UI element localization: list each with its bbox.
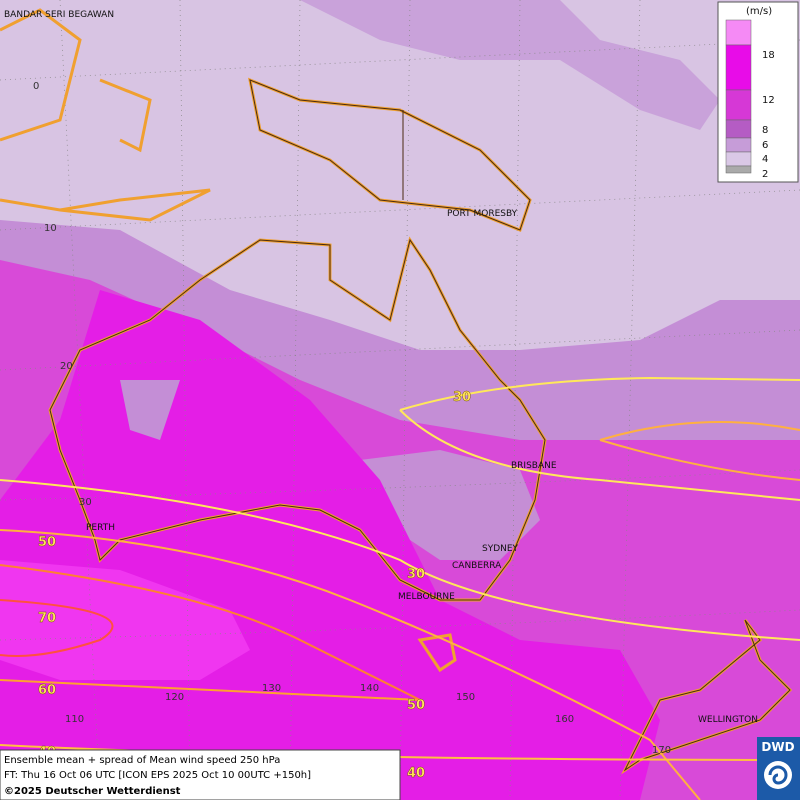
city-label: PORT MORESBY xyxy=(447,209,518,219)
grid-label: 10 xyxy=(44,223,57,234)
grid-label: 140 xyxy=(360,683,379,694)
legend-label: 6 xyxy=(762,140,768,151)
legend-label: 4 xyxy=(762,154,768,165)
contour-label: 70 xyxy=(38,611,56,626)
legend-label: 12 xyxy=(762,95,775,106)
legend-swatch xyxy=(725,151,752,167)
legend-swatch xyxy=(725,165,752,174)
legend-swatch xyxy=(725,119,752,139)
grid-label: 130 xyxy=(262,683,281,694)
contour-label: 50 xyxy=(407,698,425,713)
field-region xyxy=(120,380,180,440)
grid-label: 160 xyxy=(555,714,574,725)
logo-text: DWD xyxy=(761,740,794,754)
footer-box xyxy=(0,749,401,800)
legend-swatch xyxy=(725,19,752,46)
legend-swatch xyxy=(725,89,752,121)
legend-swatch xyxy=(725,137,752,153)
grid-label: 0 xyxy=(33,81,39,92)
logo-swirl xyxy=(768,765,788,785)
city-label: SYDNEY xyxy=(482,544,519,554)
footer-line: FT: Thu 16 Oct 06 UTC [ICON EPS 2025 Oct… xyxy=(4,770,311,781)
grid-label: 150 xyxy=(456,692,475,703)
legend-label: 2 xyxy=(762,169,768,180)
grid-label: 30 xyxy=(79,497,92,508)
contour-label: 30 xyxy=(407,567,425,582)
legend: (m/s) 18 12 8 6 4 2 xyxy=(717,1,799,183)
footer-copyright: ©2025 Deutscher Wetterdienst xyxy=(4,786,181,797)
contour-label: 60 xyxy=(38,683,56,698)
grid-label: 170 xyxy=(652,745,671,756)
city-label: BANDAR SERI BEGAWAN xyxy=(4,10,114,20)
legend-swatch xyxy=(725,44,752,91)
legend-label: 8 xyxy=(762,125,768,136)
legend-label: 18 xyxy=(762,50,775,61)
contour-label: 50 xyxy=(38,535,56,550)
grid-label: 20 xyxy=(60,361,73,372)
legend-unit: (m/s) xyxy=(746,6,772,17)
city-label: BRISBANE xyxy=(511,461,557,471)
logo: DWD xyxy=(757,737,800,800)
city-label: WELLINGTON xyxy=(698,715,758,725)
footer-line: Ensemble mean + spread of Mean wind spee… xyxy=(4,755,280,766)
city-label: CANBERRA xyxy=(452,561,502,571)
grid-label: 120 xyxy=(165,692,184,703)
footer: Ensemble mean + spread of Mean wind spee… xyxy=(0,749,401,800)
coastline-inner xyxy=(49,79,791,772)
grid-label: 110 xyxy=(65,714,84,725)
city-label: MELBOURNE xyxy=(398,592,455,602)
contour-label: 40 xyxy=(407,766,425,781)
field-region xyxy=(300,0,720,130)
city-label: PERTH xyxy=(86,523,115,533)
contour-label: 30 xyxy=(453,390,471,405)
